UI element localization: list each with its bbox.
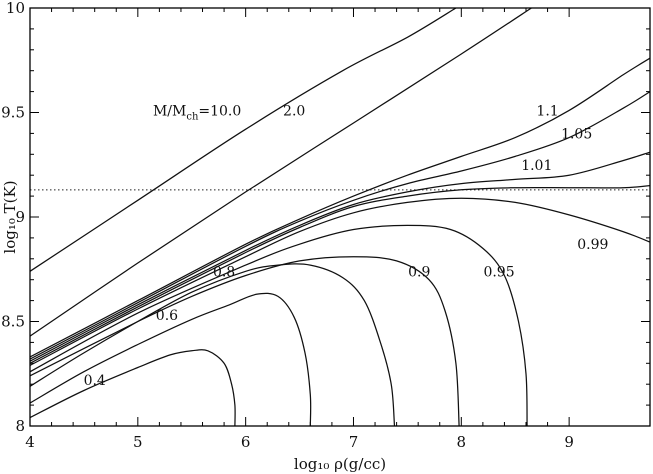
x-tick-label: 6 (241, 433, 251, 451)
curves-group (30, 8, 650, 426)
curve-labels-group: M/Mch=10.0 2.0 1.11.05 1.01 0.99 0.95 0.9 0.8 0.… (84, 103, 609, 389)
series-label: 0.6 (156, 308, 178, 324)
series-line-6 (30, 197, 650, 366)
series-label: M/Mch=10.0 (153, 103, 241, 122)
series-line-3 (30, 91, 650, 360)
x-tick-label: 9 (564, 433, 574, 451)
series-label: 1.1 (536, 103, 558, 119)
series-label: 0.99 (577, 237, 608, 253)
y-tick-label: 8.5 (1, 313, 25, 331)
y-tick-label: 8 (15, 417, 25, 435)
y-tick-labels: 8 8.5 9 9.5 10 (1, 0, 25, 435)
x-tick-labels: 4 5 6 7 8 9 (25, 433, 574, 451)
series-line-7 (30, 224, 528, 426)
series-label: 0.95 (483, 264, 514, 280)
axis-ticks (29, 7, 650, 427)
y-tick-label: 9.5 (1, 104, 25, 122)
y-axis-title: log₁₀ T(K) (1, 180, 19, 253)
plot-frame (29, 7, 651, 427)
y-tick-label: 10 (6, 0, 25, 17)
series-label: 1.05 (561, 126, 592, 142)
series-line-4 (30, 151, 650, 362)
series-label: 1.01 (521, 158, 552, 174)
series-label: 2.0 (283, 103, 305, 119)
series-line-10 (30, 292, 312, 426)
x-tick-label: 5 (133, 433, 143, 451)
series-line-8 (30, 256, 460, 426)
series-label: 0.8 (213, 264, 235, 280)
x-tick-label: 8 (457, 433, 467, 451)
series-line-5 (30, 184, 650, 364)
x-tick-label: 7 (349, 433, 359, 451)
series-label: 0.4 (84, 373, 106, 389)
x-axis-title: log₁₀ ρ(g/cc) (294, 455, 386, 473)
series-line-11 (30, 349, 236, 426)
x-tick-label: 4 (25, 433, 35, 451)
series-line-2 (30, 57, 650, 358)
series-line-0 (30, 8, 457, 272)
series-line-9 (30, 263, 396, 426)
y-tick-label: 9 (15, 208, 25, 226)
series-label: 0.9 (408, 264, 430, 280)
series-line-1 (30, 8, 532, 337)
